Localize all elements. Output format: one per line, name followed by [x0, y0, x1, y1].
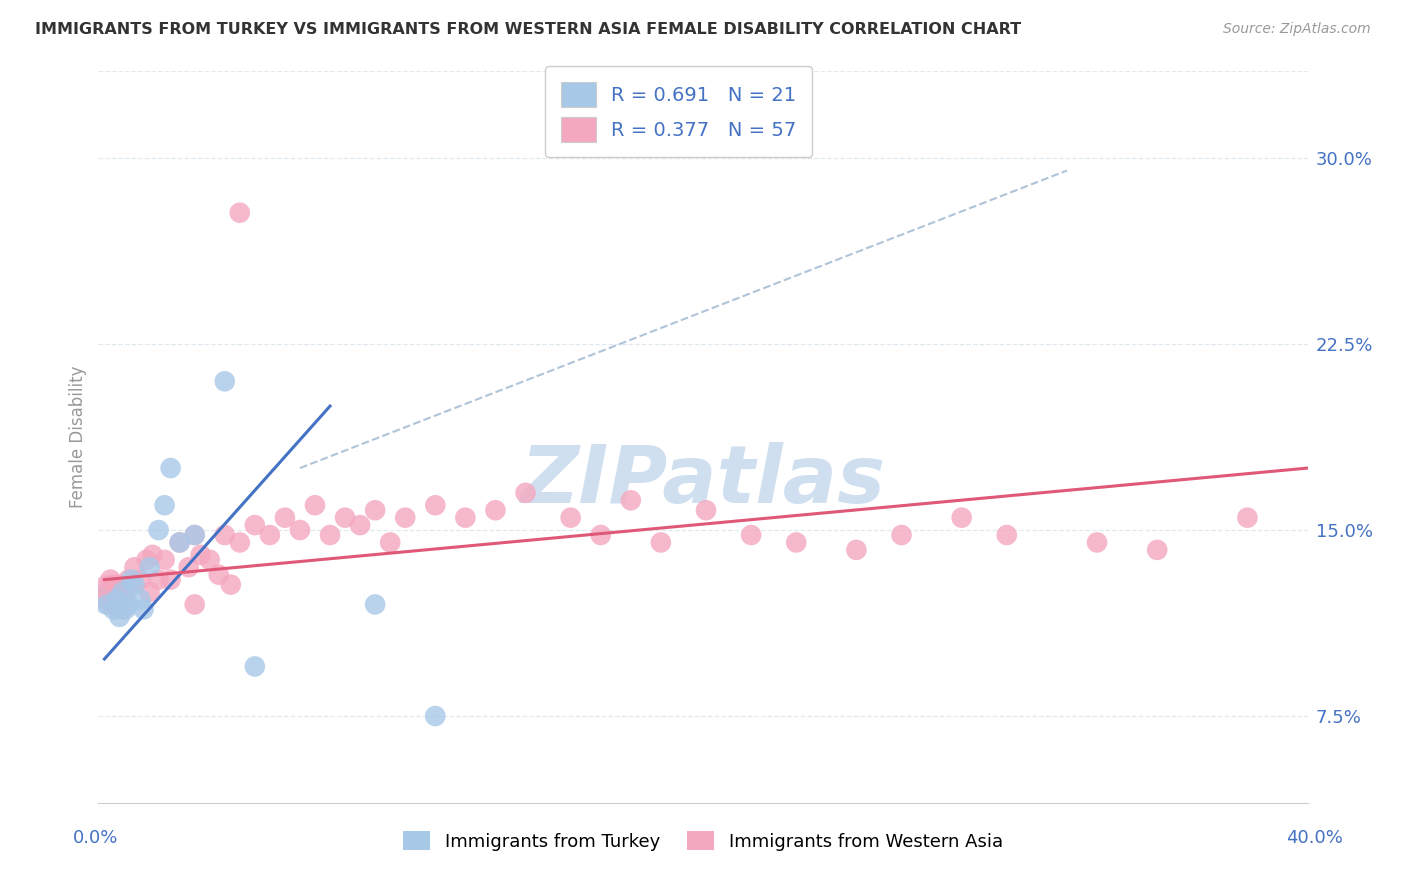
Point	[96, 598, 118, 612]
Point	[96, 592, 118, 607]
Point	[515, 486, 537, 500]
Point	[117, 573, 139, 587]
Point	[108, 592, 131, 607]
Point	[153, 553, 176, 567]
Point	[208, 567, 231, 582]
Point	[650, 535, 672, 549]
Point	[484, 503, 506, 517]
Point	[169, 535, 191, 549]
Point	[100, 573, 122, 587]
Point	[219, 577, 242, 591]
Point	[560, 510, 582, 524]
Text: 0.0%: 0.0%	[73, 829, 118, 847]
Point	[138, 560, 160, 574]
Point	[425, 498, 447, 512]
Point	[111, 602, 134, 616]
Point	[129, 573, 152, 587]
Point	[159, 573, 181, 587]
Point	[190, 548, 212, 562]
Point	[159, 461, 181, 475]
Point	[153, 498, 176, 512]
Point	[695, 503, 717, 517]
Point	[183, 598, 205, 612]
Point	[117, 598, 139, 612]
Text: IMMIGRANTS FROM TURKEY VS IMMIGRANTS FROM WESTERN ASIA FEMALE DISABILITY CORRELA: IMMIGRANTS FROM TURKEY VS IMMIGRANTS FRO…	[35, 22, 1021, 37]
Point	[103, 602, 125, 616]
Point	[214, 374, 236, 388]
Point	[890, 528, 912, 542]
Text: ZIPatlas: ZIPatlas	[520, 442, 886, 520]
Point	[177, 560, 200, 574]
Text: 40.0%: 40.0%	[1286, 829, 1343, 847]
Point	[183, 528, 205, 542]
Point	[229, 205, 252, 219]
Point	[1146, 542, 1168, 557]
Point	[103, 598, 125, 612]
Point	[785, 535, 807, 549]
Point	[454, 510, 477, 524]
Point	[129, 592, 152, 607]
Point	[105, 592, 128, 607]
Point	[198, 553, 221, 567]
Point	[121, 577, 143, 591]
Point	[319, 528, 342, 542]
Point	[114, 585, 136, 599]
Text: Source: ZipAtlas.com: Source: ZipAtlas.com	[1223, 22, 1371, 37]
Point	[114, 602, 136, 616]
Point	[364, 598, 387, 612]
Point	[214, 528, 236, 542]
Point	[394, 510, 416, 524]
Point	[349, 518, 371, 533]
Point	[108, 610, 131, 624]
Point	[620, 493, 643, 508]
Point	[740, 528, 762, 542]
Point	[950, 510, 973, 524]
Point	[1236, 510, 1258, 524]
Point	[589, 528, 612, 542]
Point	[148, 523, 170, 537]
Point	[304, 498, 326, 512]
Point	[100, 585, 122, 599]
Point	[96, 585, 118, 599]
Point	[364, 503, 387, 517]
Point	[135, 553, 157, 567]
Point	[132, 602, 155, 616]
Point	[243, 659, 266, 673]
Point	[243, 518, 266, 533]
Point	[96, 585, 118, 599]
Point	[124, 577, 146, 591]
Point	[138, 585, 160, 599]
Point	[425, 709, 447, 723]
Point	[169, 535, 191, 549]
Legend: R = 0.691   N = 21, R = 0.377   N = 57: R = 0.691 N = 21, R = 0.377 N = 57	[546, 66, 813, 157]
Point	[333, 510, 356, 524]
Point	[148, 573, 170, 587]
Point	[845, 542, 868, 557]
Point	[124, 560, 146, 574]
Legend: Immigrants from Turkey, Immigrants from Western Asia: Immigrants from Turkey, Immigrants from …	[396, 824, 1010, 858]
Point	[105, 577, 128, 591]
Point	[995, 528, 1018, 542]
Point	[380, 535, 402, 549]
Point	[274, 510, 297, 524]
Point	[288, 523, 311, 537]
Y-axis label: Female Disability: Female Disability	[69, 366, 87, 508]
Point	[142, 548, 165, 562]
Point	[111, 585, 134, 599]
Point	[259, 528, 281, 542]
Point	[183, 528, 205, 542]
Point	[121, 573, 143, 587]
Point	[1085, 535, 1108, 549]
Point	[229, 535, 252, 549]
